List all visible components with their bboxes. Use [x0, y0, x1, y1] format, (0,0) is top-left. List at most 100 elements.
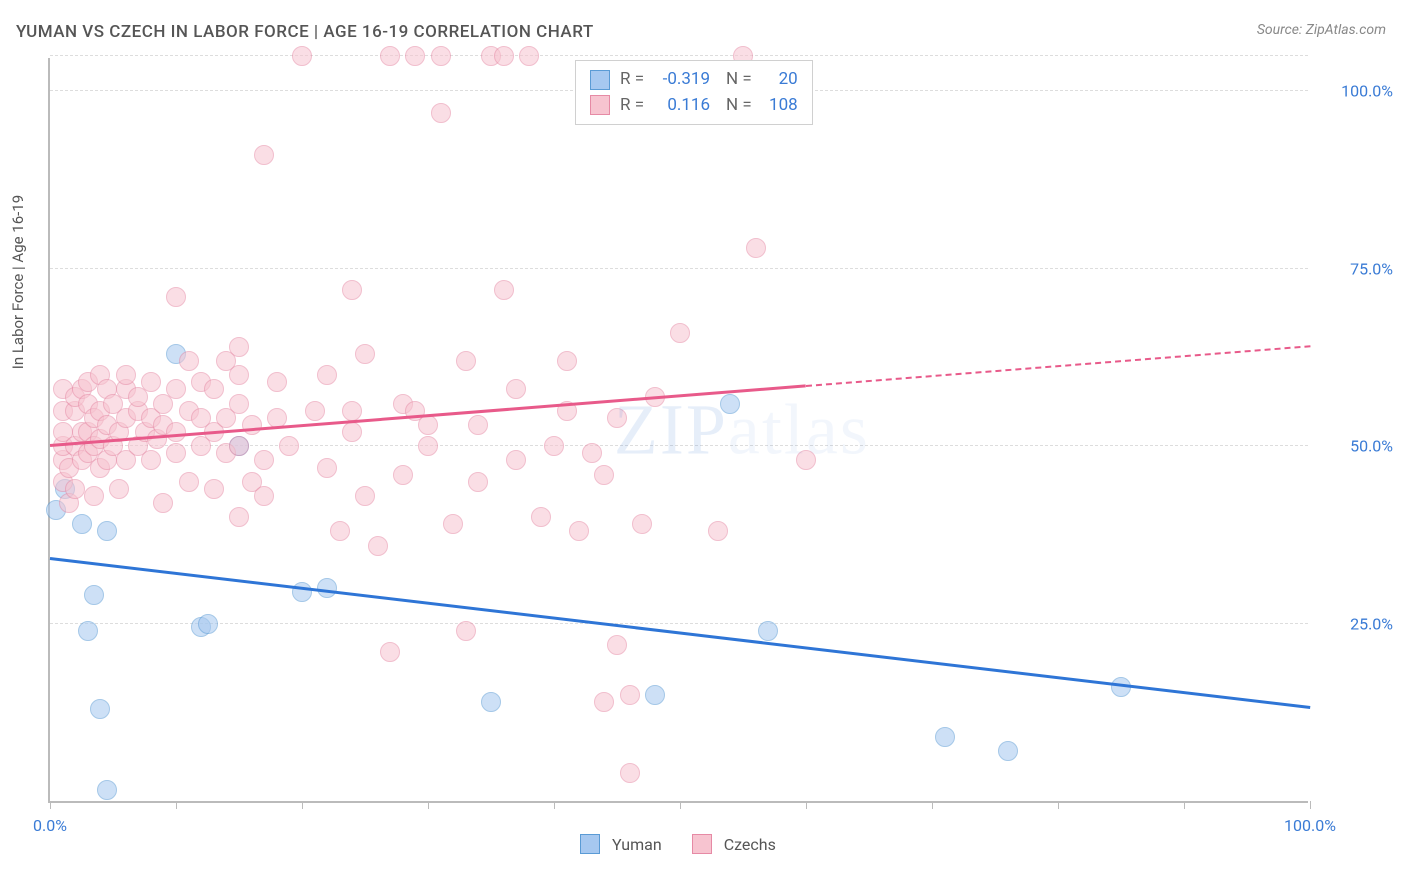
legend-label: Czechs: [724, 835, 776, 854]
x-tick: [1184, 801, 1185, 809]
legend-row: R =0.116 N =108: [590, 93, 798, 119]
legend-r-label: R =: [620, 93, 644, 119]
trend-line: [806, 345, 1310, 387]
x-tick: [302, 801, 303, 809]
data-point: [229, 337, 249, 357]
data-point: [97, 780, 117, 800]
data-point: [242, 415, 262, 435]
data-point: [179, 351, 199, 371]
data-point: [179, 472, 199, 492]
data-point: [418, 415, 438, 435]
legend-n-value: 20: [758, 67, 798, 93]
data-point: [330, 521, 350, 541]
data-point: [607, 408, 627, 428]
data-point: [317, 365, 337, 385]
legend-label: Yuman: [612, 835, 662, 854]
data-point: [166, 443, 186, 463]
legend-n-label: N =: [726, 93, 752, 119]
legend-r-value: 0.116: [650, 93, 710, 119]
y-tick-label: 100.0%: [1318, 82, 1393, 101]
data-point: [620, 685, 640, 705]
data-point: [935, 727, 955, 747]
data-point: [254, 450, 274, 470]
data-point: [84, 486, 104, 506]
data-point: [494, 46, 514, 66]
data-point: [84, 585, 104, 605]
data-point: [746, 238, 766, 258]
data-point: [557, 351, 577, 371]
data-point: [229, 394, 249, 414]
x-tick: [1058, 801, 1059, 809]
y-tick-label: 25.0%: [1318, 614, 1393, 633]
data-point: [645, 685, 665, 705]
gridline: [50, 55, 1308, 56]
legend-n-value: 108: [758, 93, 798, 119]
data-point: [109, 479, 129, 499]
data-point: [620, 763, 640, 783]
legend-item: Czechs: [692, 834, 776, 854]
data-point: [481, 692, 501, 712]
data-point: [582, 443, 602, 463]
legend-swatch: [692, 834, 712, 854]
data-point: [519, 46, 539, 66]
data-point: [229, 365, 249, 385]
data-point: [317, 458, 337, 478]
gridline: [50, 268, 1308, 269]
data-point: [254, 145, 274, 165]
source-attribution: Source: ZipAtlas.com: [1257, 22, 1386, 38]
data-point: [506, 379, 526, 399]
data-point: [166, 379, 186, 399]
trend-line: [50, 557, 1310, 708]
data-point: [531, 507, 551, 527]
data-point: [141, 372, 161, 392]
data-point: [254, 486, 274, 506]
data-point: [380, 46, 400, 66]
x-tick-label: 0.0%: [33, 816, 67, 835]
data-point: [405, 46, 425, 66]
x-tick: [680, 801, 681, 809]
data-point: [267, 372, 287, 392]
data-point: [204, 379, 224, 399]
data-point: [342, 401, 362, 421]
legend-item: Yuman: [580, 834, 662, 854]
y-axis-label: In Labor Force | Age 16-19: [9, 194, 27, 368]
legend-row: R =-0.319N =20: [590, 67, 798, 93]
data-point: [569, 521, 589, 541]
data-point: [97, 521, 117, 541]
x-tick: [50, 801, 51, 809]
data-point: [456, 621, 476, 641]
data-point: [494, 280, 514, 300]
y-tick-label: 75.0%: [1318, 259, 1393, 278]
x-tick: [806, 801, 807, 809]
data-point: [1111, 677, 1131, 697]
data-point: [292, 46, 312, 66]
data-point: [393, 465, 413, 485]
legend-n-label: N =: [726, 67, 752, 93]
data-point: [368, 536, 388, 556]
data-point: [90, 699, 110, 719]
data-point: [279, 436, 299, 456]
data-point: [342, 422, 362, 442]
gridline: [50, 623, 1308, 624]
data-point: [594, 692, 614, 712]
x-tick: [176, 801, 177, 809]
data-point: [594, 465, 614, 485]
data-point: [670, 323, 690, 343]
series-legend: Yuman Czechs: [580, 834, 776, 854]
data-point: [198, 614, 218, 634]
data-point: [456, 351, 476, 371]
correlation-legend: R =-0.319N =20R =0.116 N =108: [575, 60, 813, 125]
data-point: [758, 621, 778, 641]
y-tick-label: 50.0%: [1318, 437, 1393, 456]
data-point: [342, 280, 362, 300]
scatter-chart: In Labor Force | Age 16-19 25.0%50.0%75.…: [48, 58, 1308, 803]
chart-title: YUMAN VS CZECH IN LABOR FORCE | AGE 16-1…: [16, 22, 594, 42]
data-point: [229, 507, 249, 527]
x-tick: [428, 801, 429, 809]
data-point: [468, 472, 488, 492]
data-point: [998, 741, 1018, 761]
data-point: [544, 436, 564, 456]
legend-swatch: [590, 95, 610, 115]
data-point: [607, 635, 627, 655]
data-point: [141, 450, 161, 470]
